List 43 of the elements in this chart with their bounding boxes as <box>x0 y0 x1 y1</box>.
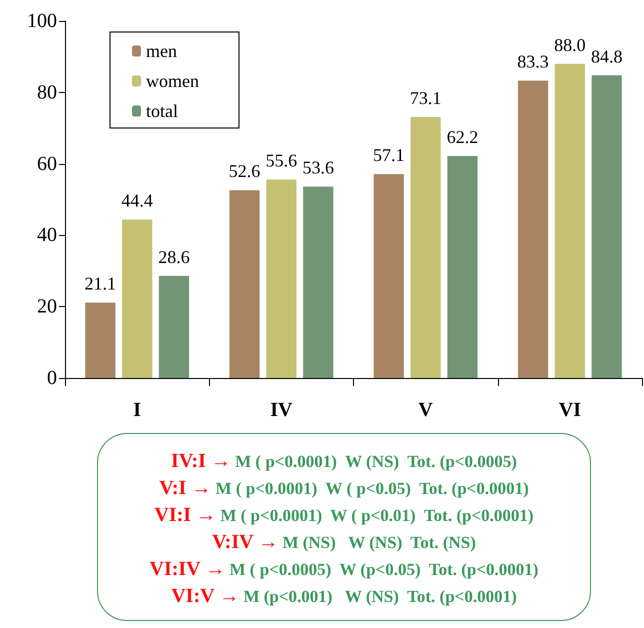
bar <box>85 302 116 378</box>
x-tick-label: VI <box>558 399 582 421</box>
y-tick-label: 40 <box>37 224 57 246</box>
data-label: 55.6 <box>266 150 298 171</box>
y-tick-label: 60 <box>37 152 57 175</box>
bar <box>122 219 152 378</box>
bar <box>374 174 404 378</box>
text: V:I → M ( p<0.0001) W ( p<0.05) Tot. (p<0.0001) <box>158 476 530 501</box>
bar <box>303 186 334 378</box>
y-tick-label: 0 <box>47 367 57 389</box>
bar <box>518 80 548 378</box>
y-tick-label: 100 <box>27 10 57 32</box>
x-tick-label: IV <box>270 399 294 421</box>
x-tick-label: I <box>133 399 142 421</box>
bar <box>592 75 622 378</box>
bar <box>447 156 478 378</box>
text: VI:V → M (p<0.001) W (NS) Tot. (p<0.0001) <box>170 584 518 609</box>
y-tick-label: 80 <box>37 81 57 104</box>
data-label: 44.4 <box>121 190 153 210</box>
data-label: 88.0 <box>554 34 586 55</box>
text: V:IV → M (NS) W (NS) Tot. (NS) <box>211 530 477 555</box>
data-label: 62.2 <box>446 126 478 147</box>
data-label: 84.8 <box>590 46 622 66</box>
data-label: 73.1 <box>410 88 442 108</box>
legend-label: men <box>146 41 177 61</box>
data-label: 53.6 <box>302 158 334 178</box>
legend-label: women <box>146 71 199 91</box>
x-tick-label: V <box>418 399 434 421</box>
data-label: 52.6 <box>228 161 260 182</box>
data-label: 28.6 <box>158 246 190 267</box>
text: IV:I → M ( p<0.0001) W (NS) Tot. (p<0.0005) <box>170 449 518 474</box>
bar <box>554 64 585 378</box>
bar <box>229 190 260 378</box>
bar <box>410 117 441 378</box>
bar <box>158 276 190 378</box>
text: VI:IV → M ( p<0.0005) W (p<0.05) Tot. (p<0.0001) <box>148 557 540 582</box>
y-tick-label: 20 <box>37 296 57 318</box>
data-label: 21.1 <box>84 274 116 294</box>
legend-label: total <box>146 101 178 121</box>
data-label: 83.3 <box>517 52 549 72</box>
data-label: 57.1 <box>373 145 405 166</box>
bar <box>266 180 296 378</box>
text: VI:I → M ( p<0.0001) W ( p<0.01) Tot. (p<0.0001) <box>153 503 535 528</box>
